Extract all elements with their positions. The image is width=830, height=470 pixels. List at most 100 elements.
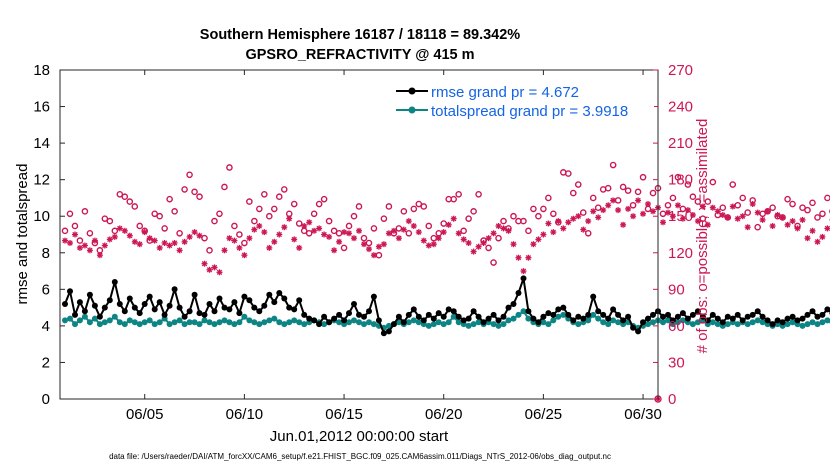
totalspread-point	[679, 317, 686, 324]
obs-possible-marker	[540, 205, 547, 213]
rmse-point	[67, 288, 73, 295]
totalspread-point	[91, 315, 98, 322]
asterisk-stroke	[560, 225, 566, 232]
legend-box	[392, 80, 654, 120]
obs-possible-marker	[290, 200, 298, 208]
rmse-point	[116, 301, 123, 307]
totalspread-point	[131, 319, 138, 326]
totalspread-point	[106, 317, 113, 324]
rmse-point	[650, 311, 656, 318]
obs-possible-marker	[649, 189, 657, 197]
asterisk-stroke	[371, 252, 377, 258]
obs-possible-marker	[485, 244, 492, 252]
y-tick-left-label: 16	[33, 99, 50, 116]
asterisk-stroke	[590, 208, 596, 214]
rmse-point	[326, 319, 333, 326]
totalspread-point	[520, 308, 527, 315]
y-tick-right-label: 30	[668, 354, 685, 371]
obs-possible-marker	[186, 171, 193, 179]
obs-possible-marker	[365, 239, 373, 247]
obs-assimilated-marker	[316, 225, 323, 232]
totalspread-point	[216, 319, 223, 326]
obs-assimilated-marker	[525, 254, 532, 261]
rmse-point	[196, 310, 203, 317]
totalspread-point	[236, 319, 243, 326]
rmse-point	[166, 302, 173, 309]
obs-assimilated-marker	[535, 236, 542, 243]
asterisk-stroke	[485, 235, 492, 241]
totalspread-point	[291, 317, 298, 324]
chart-title-line2: GPSRO_REFRACTIVITY @ 415 m	[245, 47, 475, 63]
obs-assimilated-marker	[590, 208, 597, 215]
obs-possible-marker	[664, 201, 672, 209]
asterisk-stroke	[436, 235, 442, 241]
rmse-point	[246, 297, 253, 304]
asterisk-stroke	[750, 201, 756, 207]
x-tick-label: 06/10	[226, 406, 264, 423]
y-axis-label-left: rmse and totalspread	[14, 164, 31, 305]
y-tick-right-label: 270	[668, 62, 693, 79]
obs-assimilated-marker	[665, 209, 671, 216]
y-tick-left-label: 8	[42, 245, 50, 262]
totalspread-point	[201, 317, 208, 324]
totalspread-point	[714, 321, 721, 328]
rmse-point	[306, 315, 313, 322]
obs-possible-marker	[201, 234, 208, 242]
asterisk-stroke	[157, 245, 163, 251]
obs-possible-marker	[166, 195, 173, 203]
obs-assimilated-marker	[565, 219, 572, 226]
totalspread-point	[141, 319, 148, 326]
asterisk-stroke	[490, 230, 497, 236]
totalspread-point	[560, 311, 567, 318]
asterisk-stroke	[391, 228, 397, 234]
obs-possible-marker	[589, 194, 597, 202]
asterisk-stroke	[804, 235, 811, 241]
asterisk-stroke	[525, 255, 532, 261]
asterisk-stroke	[650, 208, 656, 214]
asterisk-stroke	[824, 225, 830, 232]
obs-assimilated-marker	[455, 230, 462, 237]
asterisk-stroke	[166, 242, 173, 249]
rmse-point	[91, 302, 98, 309]
rmse-point	[261, 302, 268, 309]
asterisk-stroke	[92, 237, 98, 244]
asterisk-stroke	[266, 245, 272, 251]
rmse-point	[101, 304, 108, 311]
legend-spread-label: totalspread grand pr = 3.9918	[431, 103, 628, 120]
obs-possible-marker	[440, 220, 448, 227]
x-tick-label: 06/15	[325, 406, 363, 423]
obs-assimilated-marker	[445, 221, 452, 228]
obs-assimilated-marker	[555, 218, 562, 225]
rmse-point	[136, 310, 143, 317]
obs-possible-marker	[206, 247, 213, 254]
obs-possible-marker	[789, 200, 796, 208]
rmse-point	[385, 328, 392, 335]
asterisk-stroke	[720, 212, 726, 218]
obs-assimilated-marker	[266, 244, 273, 251]
rmse-point	[640, 319, 646, 326]
obs-possible-marker	[465, 215, 472, 222]
totalspread-point	[505, 317, 512, 324]
obs-assimilated-marker	[286, 215, 293, 222]
data-file-footer: data file: /Users/raeder/DAI/ATM_forcXX/…	[109, 452, 611, 461]
obs-possible-marker	[739, 194, 747, 202]
obs-assimilated-marker	[336, 238, 343, 245]
asterisk-stroke	[87, 247, 93, 253]
asterisk-stroke	[236, 245, 243, 251]
obs-possible-marker	[450, 195, 457, 203]
rmse-point	[256, 308, 263, 315]
asterisk-stroke	[685, 207, 691, 213]
obs-assimilated-marker	[739, 213, 746, 220]
obs-possible-marker	[325, 217, 333, 225]
asterisk-stroke	[351, 235, 357, 241]
rmse-point	[625, 313, 632, 320]
totalspread-point	[156, 319, 163, 326]
asterisk-stroke	[745, 224, 751, 230]
totalspread-point	[191, 319, 198, 326]
asterisk-stroke	[271, 239, 277, 245]
obs-possible-marker	[330, 227, 338, 235]
rmse-point	[361, 313, 367, 320]
asterisk-stroke	[700, 203, 706, 210]
rmse-point	[420, 317, 427, 324]
asterisk-stroke	[211, 264, 218, 271]
